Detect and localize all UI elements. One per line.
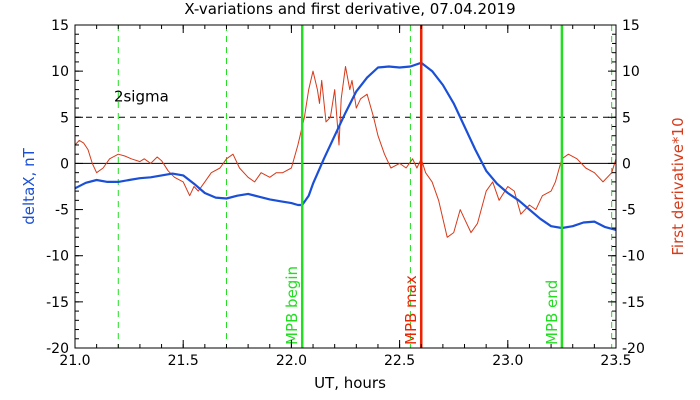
y-tick-label-left: 15 — [51, 18, 69, 34]
y-tick-label-right: 10 — [622, 64, 640, 80]
y-tick-label-left: -20 — [46, 341, 69, 357]
x-tick-label: 21.5 — [168, 353, 199, 369]
y-tick-label-left: 0 — [60, 156, 69, 172]
y-tick-label-left: 5 — [60, 110, 69, 126]
y-axis-right-title: First derivative*10 — [669, 117, 687, 255]
x-tick-label: 22.5 — [384, 353, 415, 369]
y-tick-label-left: 10 — [51, 64, 69, 80]
series-line-derivative — [74, 66, 617, 238]
y-axis-left-title: deltaX, nT — [20, 147, 38, 224]
y-tick-label-right: 15 — [622, 18, 640, 34]
y-tick-label-right: -15 — [622, 295, 645, 311]
annotation-2sigma: 2sigma — [114, 88, 169, 106]
plot-area: MPB begin MPB max MPB end 2sigma 21.0 21.5 22.… — [46, 18, 645, 369]
y-tick-label-right: -10 — [622, 249, 645, 265]
x-tick-label: 23.0 — [492, 353, 523, 369]
y-tick-label-right: 5 — [622, 110, 631, 126]
y-tick-label-left: -5 — [55, 203, 69, 219]
x-tick-label: 22.0 — [276, 353, 307, 369]
x-axis-title: UT, hours — [314, 374, 386, 392]
marker-label: MPB end — [543, 280, 561, 345]
x-tick-label: 23.5 — [600, 353, 631, 369]
x-tick-label: 21.0 — [59, 353, 90, 369]
marker-label: MPB begin — [283, 266, 301, 345]
y-tick-label-right: 0 — [622, 156, 631, 172]
series-line-deltax — [74, 61, 617, 231]
chart-title: X-variations and first derivative, 07.04… — [184, 0, 515, 18]
y-tick-label-left: -15 — [46, 295, 69, 311]
y-tick-label-right: -20 — [622, 341, 645, 357]
y-tick-label-left: -10 — [46, 249, 69, 265]
marker-label: MPB max — [402, 275, 420, 345]
y-tick-label-right: -5 — [622, 203, 636, 219]
plot-frame — [74, 24, 617, 349]
